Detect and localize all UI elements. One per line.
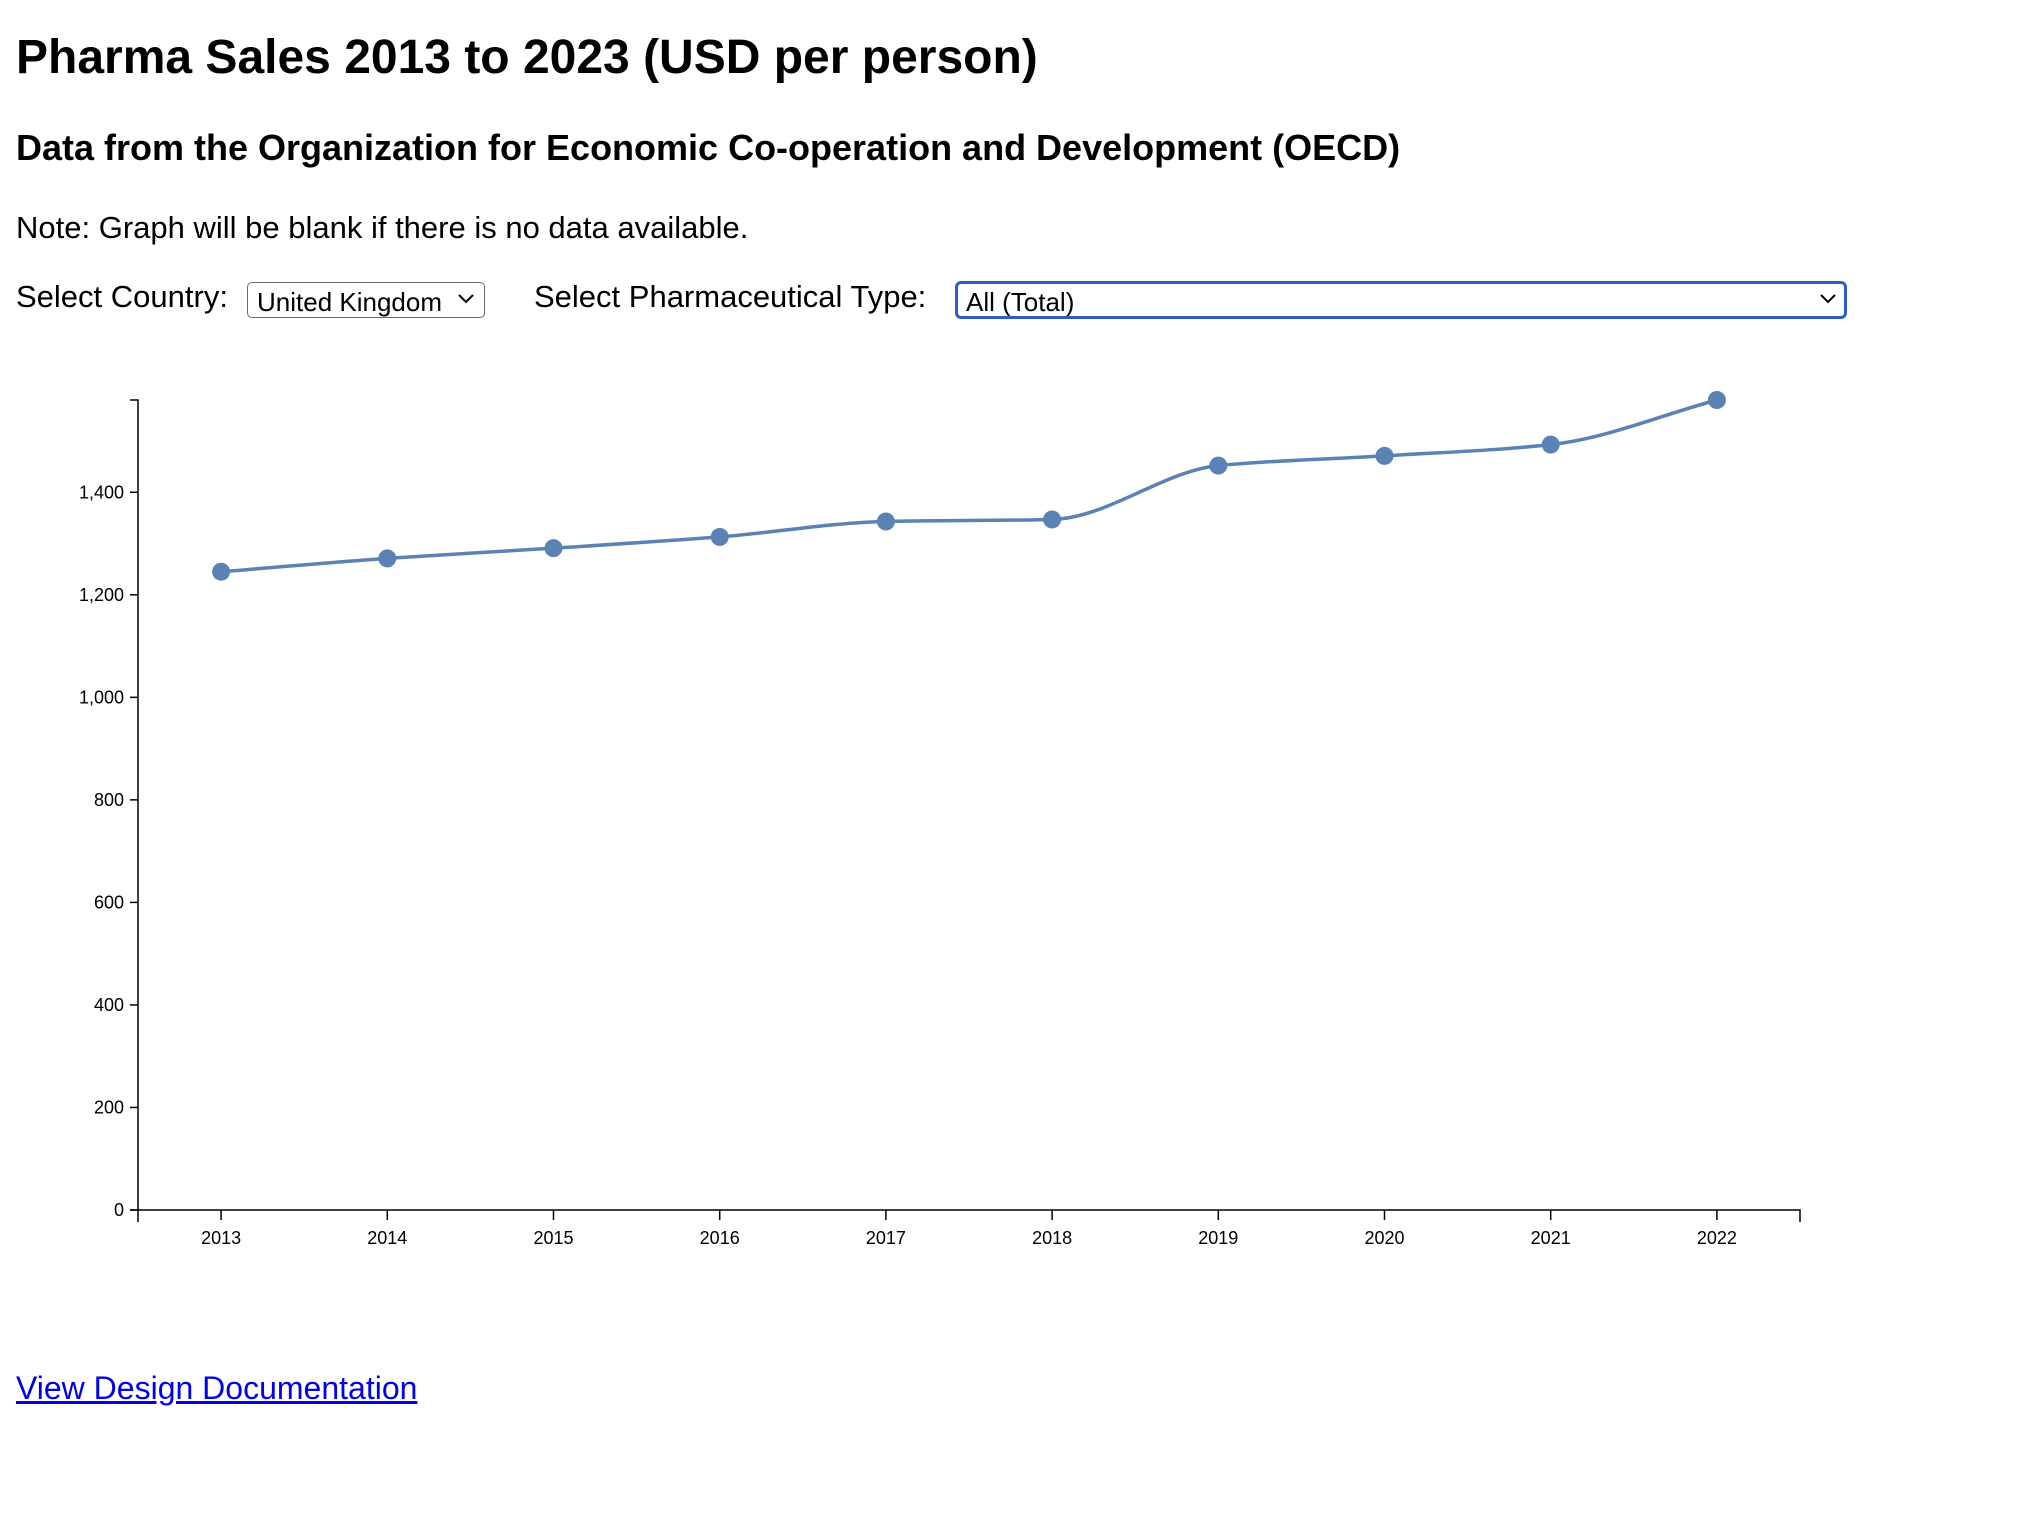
x-axis-line [137, 1209, 1801, 1222]
pharma-type-select-value: All (Total) [966, 287, 1075, 317]
data-point [544, 539, 563, 558]
series-line [220, 398, 1718, 574]
page-note: Note: Graph will be blank if there is no… [16, 210, 749, 245]
data-point [378, 549, 397, 568]
pharma-type-select-label: Select Pharmaceutical Type: [534, 279, 927, 314]
design-documentation-link[interactable]: View Design Documentation [16, 1370, 418, 1406]
x-tick-label: 2019 [1198, 1228, 1238, 1248]
country-select-value: United Kingdom [257, 287, 442, 317]
x-tick-label: 2021 [1531, 1228, 1571, 1248]
page-subtitle: Data from the Organization for Economic … [16, 127, 1401, 168]
x-tick-label: 2022 [1697, 1228, 1737, 1248]
data-point [876, 512, 895, 531]
y-tick-label: 1,400 [79, 482, 124, 502]
data-point [710, 527, 729, 546]
x-tick-label: 2015 [533, 1228, 573, 1248]
country-select[interactable]: United Kingdom [247, 282, 485, 318]
x-tick-label: 2016 [700, 1228, 740, 1248]
x-tick-label: 2017 [866, 1228, 906, 1248]
y-tick-label: 0 [114, 1200, 124, 1220]
data-point [1707, 391, 1726, 409]
y-axis-line [130, 399, 139, 1211]
country-select-label: Select Country: [16, 279, 228, 314]
line-chart: 0 200 400 600 800 1,000 1,200 1,400 2013 2014 2015… [79, 391, 1801, 1248]
chevron-down-icon [1820, 294, 1836, 304]
y-tick-label: 1,000 [79, 687, 124, 707]
data-point [1043, 510, 1062, 529]
y-tick-label: 400 [94, 995, 124, 1015]
data-point [1209, 456, 1228, 475]
y-tick-label: 200 [94, 1097, 124, 1117]
chevron-down-icon [458, 294, 474, 304]
data-point [1541, 435, 1560, 454]
pharma-type-select[interactable]: All (Total) [955, 281, 1847, 319]
x-tick-label: 2020 [1364, 1228, 1404, 1248]
x-tick-label: 2018 [1032, 1228, 1072, 1248]
x-tick-label: 2013 [201, 1228, 241, 1248]
data-point [212, 562, 231, 581]
data-point [1375, 446, 1394, 465]
y-tick-label: 800 [94, 790, 124, 810]
y-tick-label: 600 [94, 892, 124, 912]
x-tick-label: 2014 [367, 1228, 407, 1248]
page-title: Pharma Sales 2013 to 2023 (USD per perso… [16, 31, 1038, 84]
y-tick-label: 1,200 [79, 585, 124, 605]
